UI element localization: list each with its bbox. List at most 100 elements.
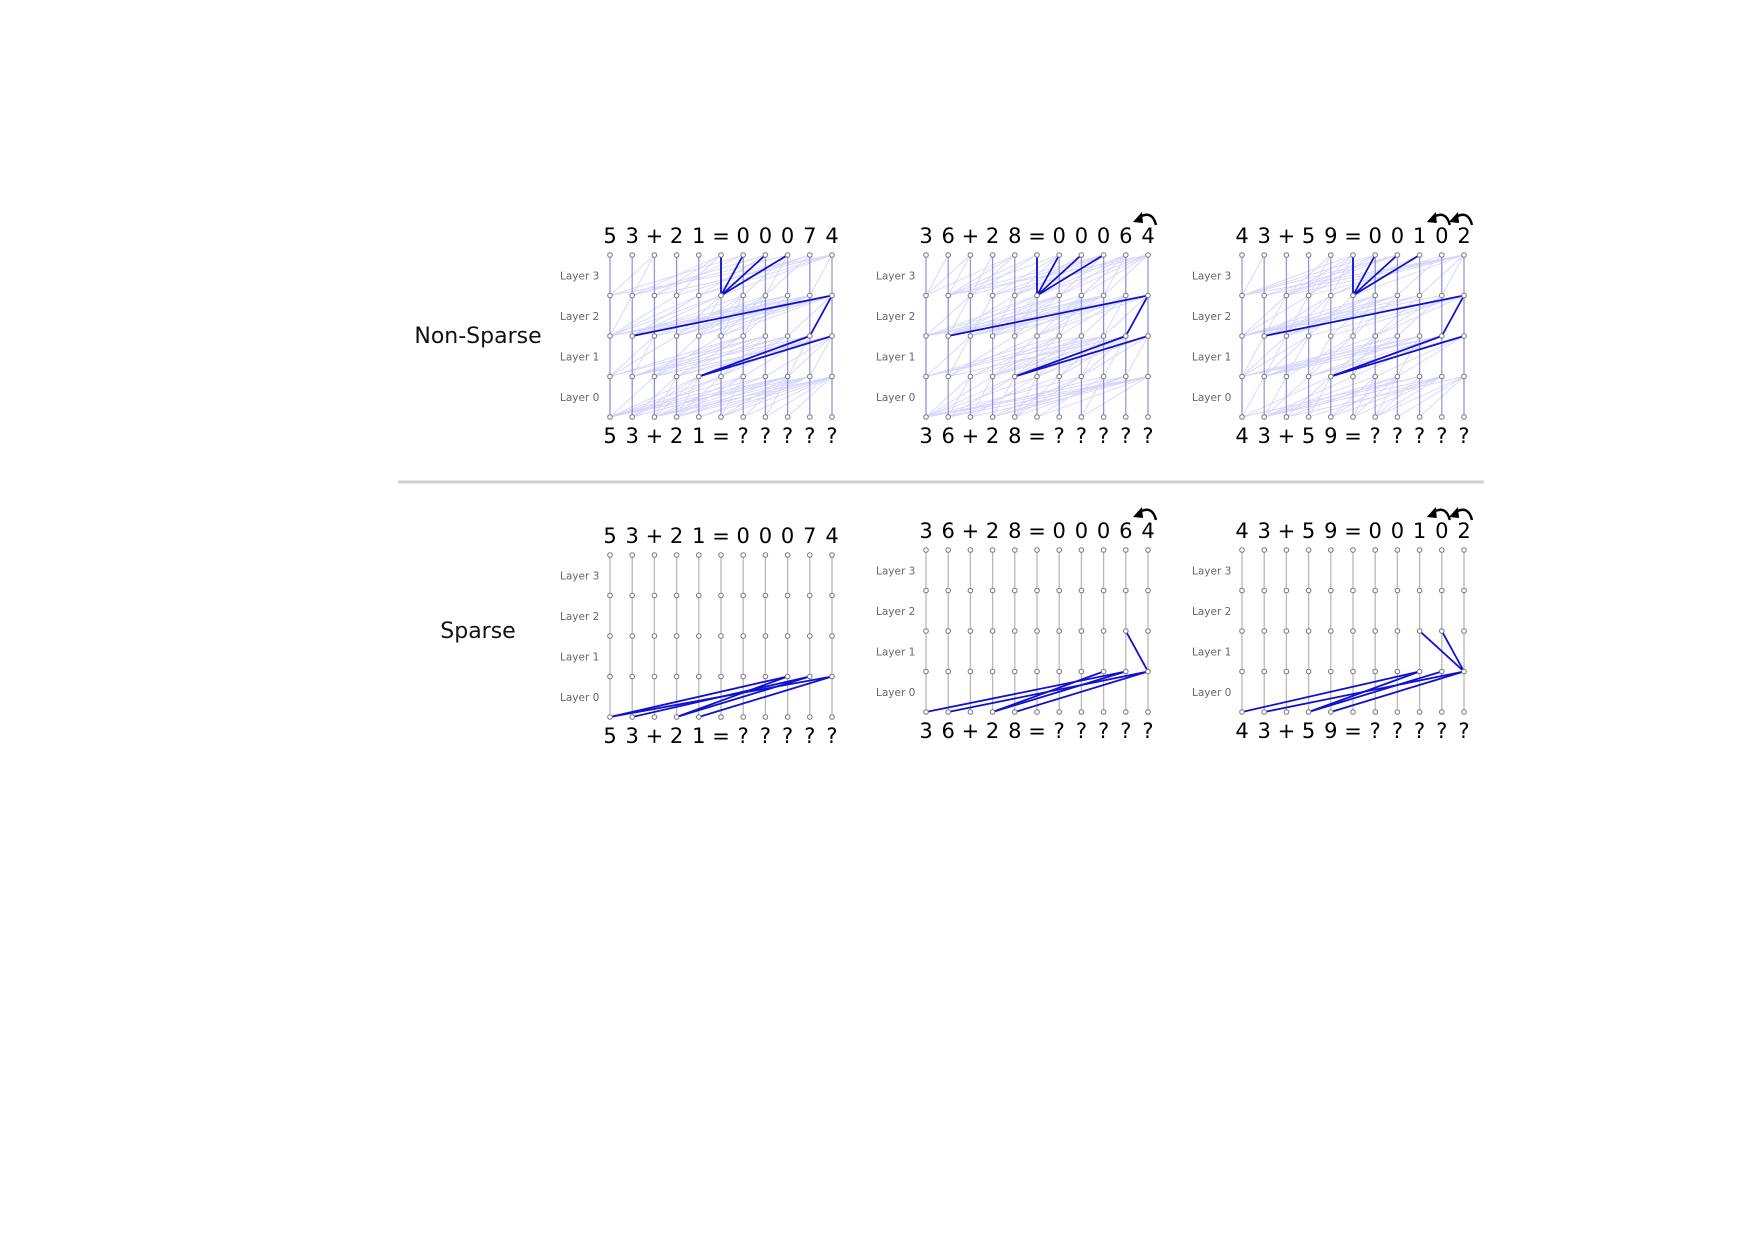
node <box>673 333 680 339</box>
node <box>1100 333 1107 339</box>
input-token: ? <box>1436 719 1447 743</box>
output-token: = <box>712 524 730 548</box>
highlighted-attention-edge <box>676 675 788 718</box>
attention-edge <box>1014 295 1104 337</box>
attention-edge <box>1286 376 1398 418</box>
node <box>1439 373 1445 380</box>
output-token: 6 <box>1119 519 1132 543</box>
input-token: ? <box>1436 424 1447 448</box>
attention-edge <box>948 254 1038 296</box>
attention-edge <box>1264 376 1354 418</box>
node <box>1305 333 1312 339</box>
node <box>629 592 636 599</box>
node <box>1123 414 1129 420</box>
node <box>1145 547 1151 553</box>
node <box>923 414 929 420</box>
input-token: 5 <box>603 424 616 448</box>
input-token: 5 <box>603 724 616 748</box>
node <box>1328 414 1334 420</box>
node <box>1305 587 1312 594</box>
highlighted-attention-edge <box>1330 335 1465 378</box>
node <box>1283 587 1290 594</box>
node <box>923 587 929 594</box>
attention-edge <box>632 376 722 418</box>
node <box>718 414 724 420</box>
input-token: ? <box>760 724 771 748</box>
node <box>1394 547 1401 553</box>
layer-label: Layer 2 <box>1192 311 1231 323</box>
attention-edge <box>609 295 699 337</box>
node <box>1239 333 1245 339</box>
node <box>923 292 929 299</box>
attention-edge <box>1352 335 1376 377</box>
node <box>740 373 747 380</box>
node <box>1350 628 1356 634</box>
node <box>1012 587 1018 594</box>
node <box>1239 587 1245 594</box>
node <box>967 709 974 715</box>
attention-edge <box>1308 376 1332 418</box>
attention-edge <box>698 295 744 337</box>
attention-edge <box>1241 335 1442 377</box>
node <box>1145 414 1151 420</box>
node <box>651 292 658 299</box>
attention-edge <box>1374 376 1420 418</box>
attention-edge <box>809 254 833 296</box>
layer-label: Layer 3 <box>1192 565 1231 577</box>
input-token: 6 <box>942 719 955 743</box>
output-token: + <box>646 224 664 248</box>
node <box>945 587 952 594</box>
output-token: 0 <box>781 524 794 548</box>
node <box>923 252 929 258</box>
node <box>1416 414 1423 420</box>
node <box>807 292 813 299</box>
node <box>1328 333 1334 339</box>
attention-edge <box>1264 335 1420 377</box>
highlighted-attention-edge <box>1418 630 1465 673</box>
attention-edge <box>1014 335 1060 377</box>
node <box>1350 414 1356 420</box>
node <box>629 373 636 380</box>
node <box>629 714 636 720</box>
attention-edge <box>654 376 766 418</box>
input-token: ? <box>826 424 837 448</box>
attention-edge <box>1352 295 1398 337</box>
attention-edge <box>992 295 1038 337</box>
node <box>989 333 996 339</box>
node <box>1123 668 1129 675</box>
attention-edge <box>676 295 744 337</box>
attention-edge <box>609 335 766 377</box>
attention-edge <box>1264 335 1376 377</box>
layer-label: Layer 3 <box>560 270 599 282</box>
node <box>829 252 835 258</box>
node <box>1012 668 1018 675</box>
attention-edge <box>925 376 1126 418</box>
attention-edge <box>925 376 971 418</box>
attention-edge <box>1241 295 1442 337</box>
attention-edge <box>947 254 1016 296</box>
attention-edge <box>1263 376 1309 418</box>
node <box>1056 373 1062 380</box>
node <box>651 333 658 339</box>
input-token: ? <box>1076 424 1087 448</box>
node <box>673 252 680 258</box>
attention-edge <box>1081 376 1149 418</box>
attention-edge <box>1036 335 1082 377</box>
node <box>829 673 835 680</box>
attention-edge <box>609 376 810 418</box>
output-token: 2 <box>986 519 999 543</box>
node <box>1283 333 1290 339</box>
attention-edge <box>1419 254 1465 296</box>
node <box>1439 414 1445 420</box>
attention-edge <box>1308 295 1465 337</box>
attention-edge <box>925 335 1082 377</box>
output-token: 0 <box>1075 224 1088 248</box>
output-token: 1 <box>1413 519 1426 543</box>
node <box>967 292 974 299</box>
node <box>989 373 996 380</box>
attention-edge <box>765 254 811 296</box>
node <box>989 587 996 594</box>
node <box>1145 587 1151 594</box>
input-token: ? <box>760 424 771 448</box>
attention-edge <box>1263 335 1287 377</box>
